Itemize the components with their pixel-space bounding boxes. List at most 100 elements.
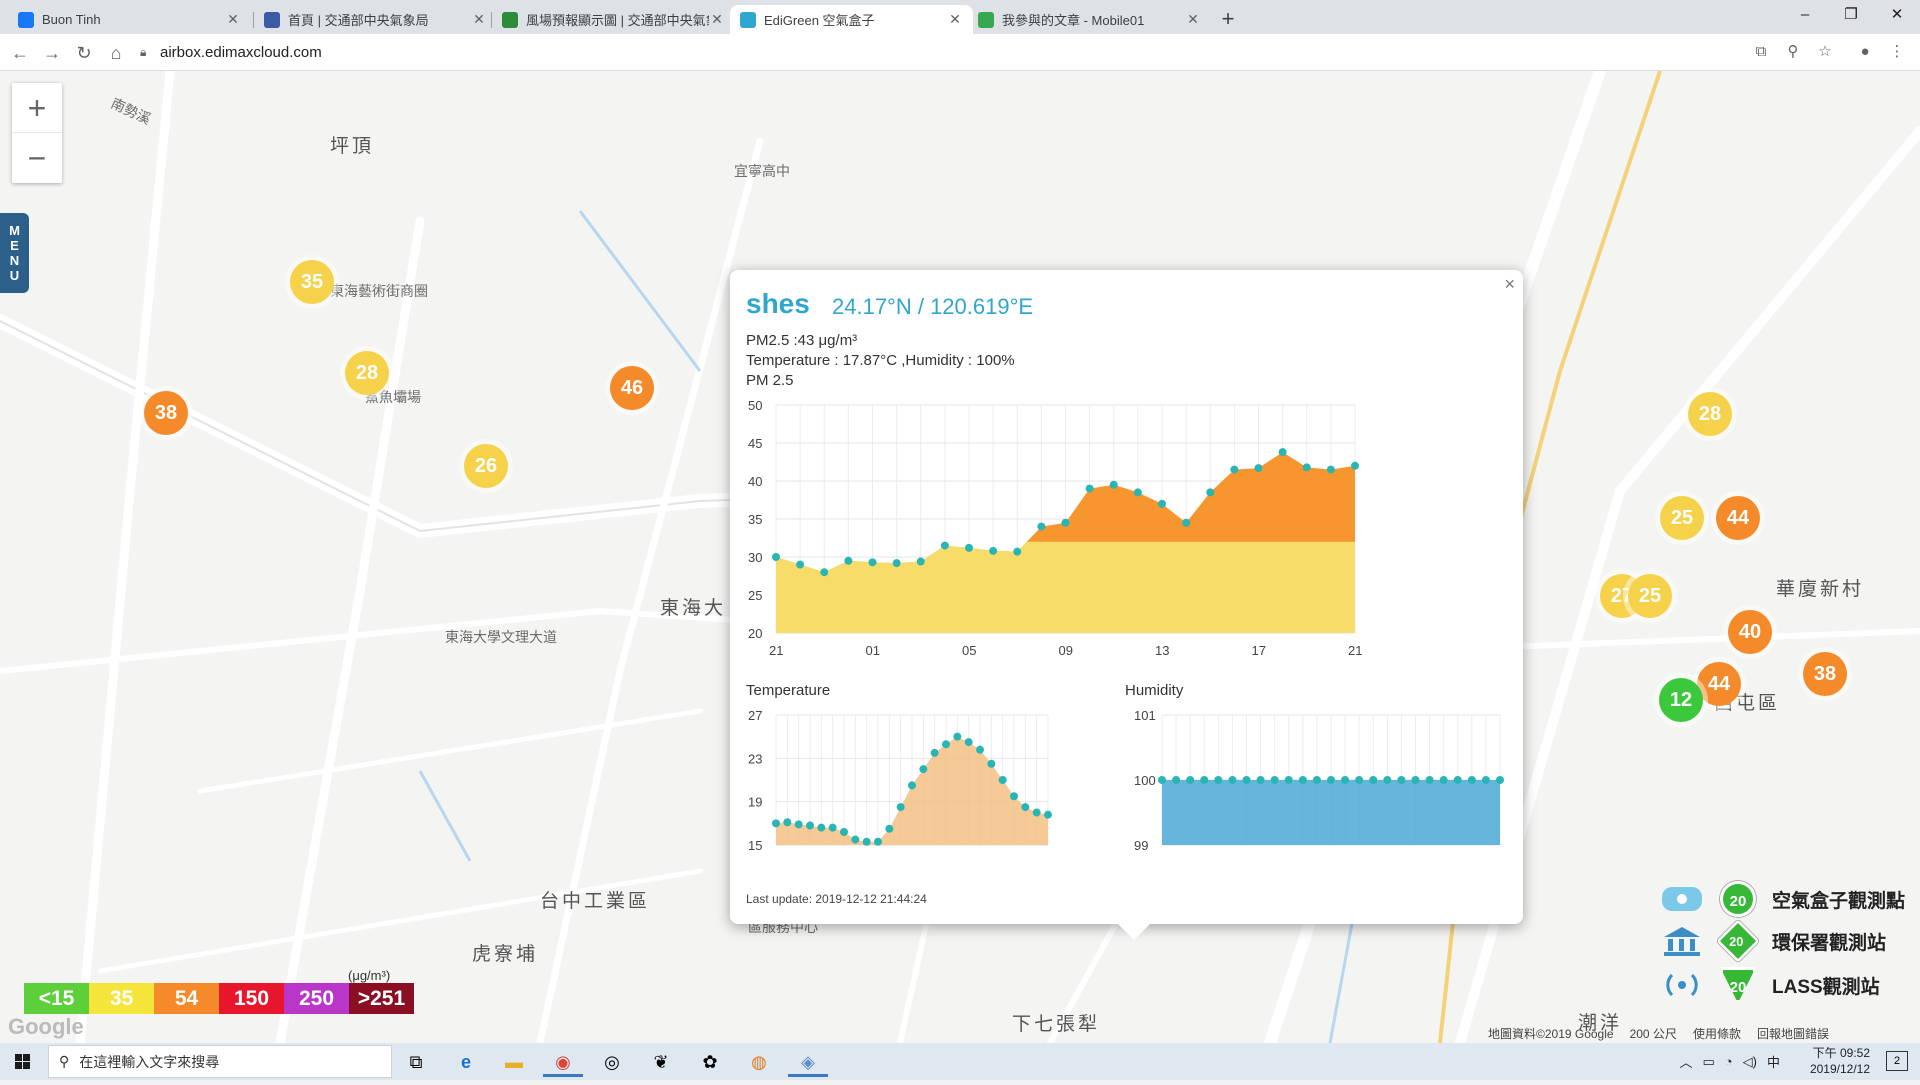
y-tick-label: 40 [748,474,762,489]
data-point [1453,776,1462,784]
aqi-marker[interactable]: 28 [1688,392,1732,436]
minimize-button[interactable]: – [1800,6,1810,23]
zoom-out-button[interactable]: − [27,140,47,176]
bookmark-star-icon[interactable]: ☆ [1818,43,1832,60]
forward-icon[interactable]: → [43,43,61,63]
aqi-marker[interactable]: 35 [290,260,334,304]
data-point [953,732,962,741]
tab-close-icon[interactable]: ✕ [711,11,723,27]
station-coordinates: 24.17°N / 120.619°E [832,294,1034,319]
station-legend-epa: 20 環保署觀測站 [1660,919,1886,963]
more-menu-icon[interactable]: ⋮ [1889,43,1905,60]
zoom-in-button[interactable]: + [12,83,62,133]
ime-indicator[interactable]: 中 [1766,1055,1780,1070]
notification-center-icon[interactable]: 2 [1886,1051,1908,1071]
menu-button[interactable]: MENU [0,213,29,293]
last-update-text: Last update: 2019-12-12 21:44:24 [746,892,927,906]
data-point [874,837,882,846]
terms-link[interactable]: 使用條款 [1692,1027,1741,1041]
tab-edigreen[interactable]: EdiGreen 空氣盒子 ✕ [730,5,973,34]
data-point [1302,463,1311,472]
tab-title: EdiGreen 空氣盒子 [764,13,875,28]
profile-icon[interactable]: ● [1860,43,1870,60]
aqi-marker[interactable]: 26 [464,444,508,488]
data-point [1278,448,1287,457]
address-bar[interactable]: 🔒︎ airbox.edimaxcloud.com [140,38,1900,67]
url-text: airbox.edimaxcloud.com [160,44,322,61]
place-donghai-road: 東海大學文理大道 [445,629,557,645]
aqi-marker[interactable]: 40 [1728,610,1772,654]
tab-close-icon[interactable]: ✕ [473,11,485,27]
app-icon[interactable]: ✿ [702,1052,718,1072]
y-tick-label: 19 [748,795,762,810]
data-point [862,837,871,846]
tray-chevron-icon[interactable]: ︿ [1679,1055,1693,1070]
blender-icon[interactable]: ◍ [751,1052,767,1072]
clock-time: 下午 09:52 [1812,1046,1870,1060]
aqi-marker[interactable]: 38 [144,391,188,435]
data-point [820,568,829,577]
temperature-area [776,736,1048,845]
task-view-icon[interactable]: ⧉ [409,1052,423,1072]
report-error-link[interactable]: 回報地圖錯誤 [1756,1027,1829,1041]
tab-close-icon[interactable]: ✕ [227,11,239,27]
home-icon[interactable]: ⌂ [110,43,122,63]
map-canvas[interactable]: 坪頂 南勢溪 東海藝術街商圈 鯊魚壩場 東海大 東海大學文理大道 台中工業區 虎… [0,71,1920,1043]
file-explorer-icon[interactable]: ▬ [505,1052,523,1072]
data-point [940,541,949,550]
volume-icon[interactable]: ◁) [1742,1053,1757,1069]
zoom-icon[interactable]: ⚲ [1787,43,1799,60]
back-icon[interactable]: ← [11,43,29,63]
new-tab-button[interactable]: + [1221,6,1235,31]
station-legend-airbox: 20 空氣盒子觀測點 [1660,881,1905,917]
legend-level: 250 [284,983,349,1014]
y-tick-label: 30 [748,550,762,565]
place-taichung-industrial: 台中工業區 [540,891,651,912]
tab-title: 首頁 | 交通部中央氣象局 [288,13,429,28]
data-point [1242,776,1251,784]
taskbar-search[interactable]: ⚲ 在這裡輸入文字來搜尋 [48,1045,392,1078]
windows-start-button[interactable] [0,1043,46,1080]
tab-cwb-home[interactable]: 首頁 | 交通部中央氣象局 ✕ [254,5,497,34]
tab-buon-tinh[interactable]: Buon Tinh ✕ [8,5,251,34]
app-icon[interactable]: ❦ [653,1052,669,1072]
aqi-marker[interactable]: 44 [1697,662,1741,706]
aqi-marker[interactable]: 38 [1803,652,1847,696]
tab-wind-forecast[interactable]: 風場預報顯示圖 | 交通部中央氣象局 ✕ [492,5,735,34]
tab-close-icon[interactable]: ✕ [1187,11,1199,27]
aqi-marker[interactable]: 46 [610,366,654,410]
clock[interactable]: 下午 09:52 2019/12/12 [1810,1045,1870,1077]
translate-icon[interactable]: ⧉ [1755,43,1767,60]
edge-icon[interactable]: e [460,1052,471,1072]
data-point [965,543,973,552]
popup-close-button[interactable]: × [1504,274,1515,294]
wifi-icon[interactable]: ◔ [1724,1054,1733,1069]
station-legend-lass: 20 LASS觀測站 [1660,967,1880,1003]
place-shayuba: 鯊魚壩場 [365,389,421,405]
x-tick-label: 05 [962,643,976,658]
data-point [896,803,905,812]
close-window-button[interactable]: ✕ [1890,6,1904,23]
app-icon[interactable]: ◈ [788,1047,828,1077]
tab-close-icon[interactable]: ✕ [949,11,961,27]
map-copyright: 地圖資料©2019 Google [1488,1027,1614,1041]
place-pingding: 坪頂 [330,136,375,157]
tab-title: 風場預報顯示圖 | 交通部中央氣象局 [526,13,709,28]
chrome-icon[interactable]: ◉ [543,1047,583,1077]
app-icon[interactable]: ◎ [604,1052,620,1072]
aqi-marker[interactable]: 28 [345,351,389,395]
data-point [1411,776,1420,784]
aqi-marker[interactable]: 12 [1659,678,1703,722]
data-point [908,781,916,790]
battery-icon[interactable]: ▭ [1702,1053,1715,1069]
aqi-marker[interactable]: 25 [1628,574,1672,618]
y-tick-label: 101 [1134,708,1156,723]
aqi-marker[interactable]: 25 [1660,496,1704,540]
maximize-button[interactable]: ❐ [1844,6,1858,23]
menu-label: MENU [9,223,20,283]
tab-mobile01[interactable]: 我參與的文章 - Mobile01 ✕ [968,5,1211,34]
aqi-marker[interactable]: 44 [1716,496,1760,540]
pm25-reading: PM2.5 :43 μg/m³ [746,332,858,349]
data-point [998,776,1007,784]
reload-icon[interactable]: ↻ [76,43,92,63]
